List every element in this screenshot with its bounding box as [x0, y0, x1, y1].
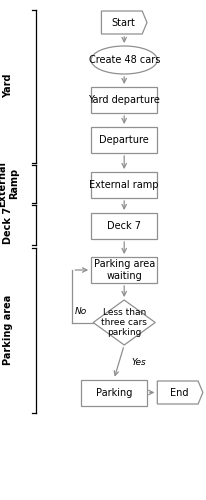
- Text: Parking: Parking: [95, 388, 131, 398]
- Text: Yes: Yes: [131, 358, 145, 367]
- Text: Create 48 cars: Create 48 cars: [88, 55, 159, 65]
- Bar: [91, 127, 157, 153]
- Bar: [80, 380, 146, 406]
- Text: Parking area: Parking area: [3, 295, 13, 365]
- Text: External
Ramp: External Ramp: [0, 160, 19, 206]
- Text: No: No: [74, 308, 86, 316]
- Text: Deck 7: Deck 7: [107, 221, 140, 231]
- Polygon shape: [93, 300, 154, 345]
- Polygon shape: [101, 11, 146, 34]
- Text: Yard departure: Yard departure: [88, 95, 159, 105]
- Bar: [91, 257, 157, 283]
- Polygon shape: [157, 381, 202, 404]
- Text: Departure: Departure: [99, 135, 148, 145]
- Ellipse shape: [91, 46, 157, 74]
- Bar: [91, 213, 157, 239]
- Bar: [91, 87, 157, 113]
- Text: Parking area
waiting: Parking area waiting: [93, 259, 154, 281]
- Text: Yard: Yard: [3, 74, 13, 98]
- Text: End: End: [169, 388, 187, 398]
- Text: Deck 7: Deck 7: [3, 206, 13, 244]
- Text: Less than
three cars
parking: Less than three cars parking: [101, 308, 146, 338]
- Text: External ramp: External ramp: [89, 180, 158, 190]
- Bar: [91, 172, 157, 198]
- Text: Start: Start: [111, 18, 134, 28]
